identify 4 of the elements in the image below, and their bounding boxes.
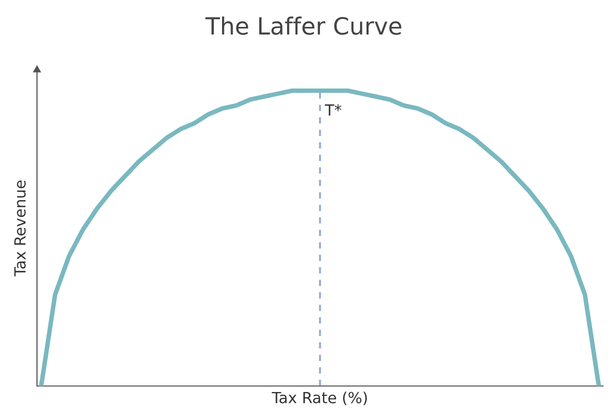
annotation: T* <box>324 104 342 116</box>
chart-title: The Laffer Curve <box>205 16 402 35</box>
y-axis-title: Tax Revenue <box>14 180 26 276</box>
x-axis-title: Tax Rate (%) <box>272 392 367 406</box>
